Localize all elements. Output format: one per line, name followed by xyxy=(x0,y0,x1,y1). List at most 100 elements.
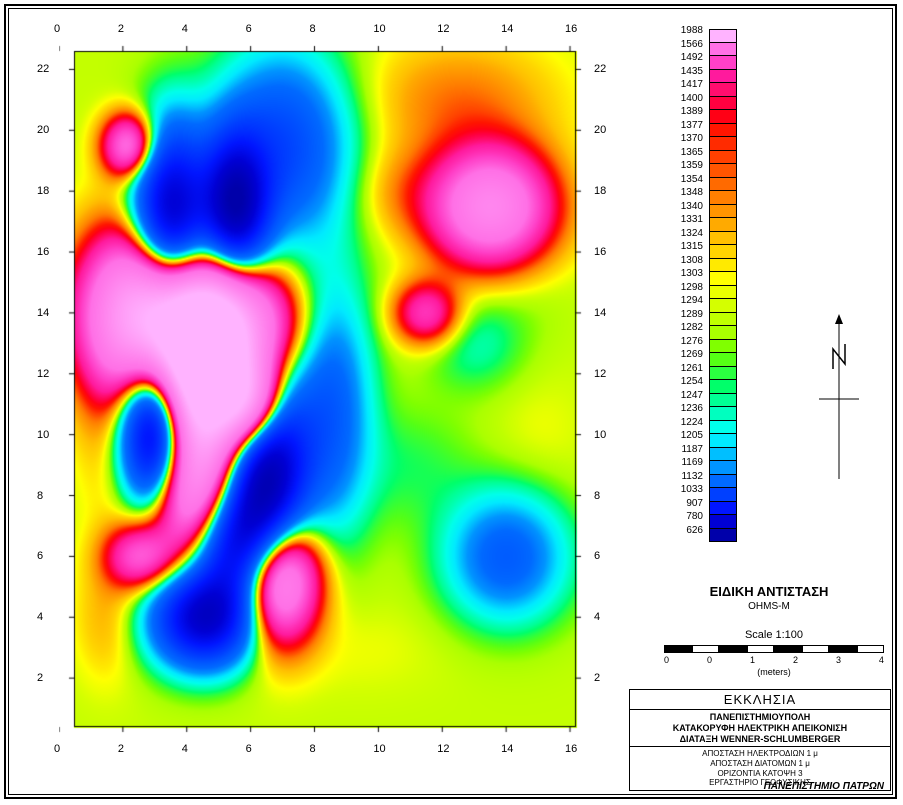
legend-value: 626 xyxy=(686,525,703,536)
scale-labels: 001234 xyxy=(664,655,884,665)
north-arrow-icon xyxy=(809,309,869,489)
y-tick-right: 10 xyxy=(594,429,606,441)
legend-value: 1308 xyxy=(681,255,703,266)
legend-value: 1988 xyxy=(681,25,703,36)
x-tick: 12 xyxy=(437,23,449,35)
y-tick-right: 4 xyxy=(594,611,600,623)
legend-cell xyxy=(709,232,737,246)
legend-cell xyxy=(709,245,737,259)
legend-value: 1033 xyxy=(681,484,703,495)
scale-label: 3 xyxy=(836,655,841,665)
y-tick: 8 xyxy=(37,490,43,502)
legend-cell xyxy=(709,70,737,84)
x-tick: 2 xyxy=(118,743,124,755)
x-tick: 0 xyxy=(54,23,60,35)
y-tick: 4 xyxy=(37,611,43,623)
map-container: 0022446688101012121414161624681012141618… xyxy=(29,19,624,779)
x-tick: 10 xyxy=(373,23,385,35)
y-tick-right: 22 xyxy=(594,63,606,75)
x-tick: 8 xyxy=(310,23,316,35)
heatmap-canvas xyxy=(59,39,586,739)
info-detail-line: ΑΠΟΣΤΑΣΗ ΗΛΕΚΤΡΟΔΙΩΝ 1 μ xyxy=(702,749,818,758)
legend-value: 907 xyxy=(686,498,703,509)
legend-cell xyxy=(709,313,737,327)
legend-cell xyxy=(709,475,737,489)
scale-segment xyxy=(774,645,802,653)
legend-cell xyxy=(709,43,737,57)
y-tick-right: 14 xyxy=(594,307,606,319)
y-tick-right: 20 xyxy=(594,124,606,136)
legend-value: 1294 xyxy=(681,295,703,306)
scale-label: 0 xyxy=(664,655,669,665)
legend-value: 1348 xyxy=(681,187,703,198)
legend-bar xyxy=(709,29,737,542)
heatmap-canvas-wrap xyxy=(59,39,586,739)
legend-cell xyxy=(709,191,737,205)
scale-segment xyxy=(719,645,747,653)
x-tick: 16 xyxy=(565,743,577,755)
y-tick: 22 xyxy=(37,63,49,75)
legend-value: 1289 xyxy=(681,309,703,320)
legend-cell xyxy=(709,515,737,529)
legend-value: 1400 xyxy=(681,93,703,104)
legend-value: 1247 xyxy=(681,390,703,401)
legend-cell xyxy=(709,218,737,232)
legend-value: 1370 xyxy=(681,133,703,144)
scale-label: 2 xyxy=(793,655,798,665)
legend-cell xyxy=(709,326,737,340)
legend-value: 1417 xyxy=(681,79,703,90)
scale-label: 1 xyxy=(750,655,755,665)
y-tick-right: 18 xyxy=(594,185,606,197)
legend-cell xyxy=(709,124,737,138)
legend-cell xyxy=(709,151,737,165)
legend-value: 1261 xyxy=(681,363,703,374)
legend-value: 780 xyxy=(686,511,703,522)
footer-label: ΠΑΝΕΠΙΣΤΗΜΙΟ ΠΑΤΡΩΝ xyxy=(764,781,884,792)
legend-cell xyxy=(709,529,737,543)
legend-cell xyxy=(709,56,737,70)
legend-cell xyxy=(709,286,737,300)
legend-value: 1566 xyxy=(681,39,703,50)
legend-value: 1298 xyxy=(681,282,703,293)
legend-cell xyxy=(709,434,737,448)
legend-cell xyxy=(709,259,737,273)
x-tick: 16 xyxy=(565,23,577,35)
legend-value: 1331 xyxy=(681,214,703,225)
legend-cell xyxy=(709,272,737,286)
info-sub-line: ΔΙΑΤΑΞΗ WENNER-SCHLUMBERGER xyxy=(680,734,841,744)
scale-segment xyxy=(802,645,830,653)
x-tick: 12 xyxy=(437,743,449,755)
legend-cell xyxy=(709,110,737,124)
legend-value: 1435 xyxy=(681,66,703,77)
legend-value: 1276 xyxy=(681,336,703,347)
legend-value: 1340 xyxy=(681,201,703,212)
y-tick-right: 6 xyxy=(594,550,600,562)
scale-label: 4 xyxy=(879,655,884,665)
legend-value: 1132 xyxy=(681,471,703,482)
x-tick: 8 xyxy=(310,743,316,755)
legend-value: 1377 xyxy=(681,120,703,131)
legend-cell xyxy=(709,394,737,408)
legend-value: 1254 xyxy=(681,376,703,387)
y-tick-right: 16 xyxy=(594,246,606,258)
legend-cell xyxy=(709,137,737,151)
outer-frame: 0022446688101012121414161624681012141618… xyxy=(4,4,897,799)
legend-value: 1269 xyxy=(681,349,703,360)
scale-bar-container: Scale 1:100 001234 (meters) xyxy=(649,629,899,677)
x-tick: 0 xyxy=(54,743,60,755)
legend-value: 1354 xyxy=(681,174,703,185)
legend-cell xyxy=(709,178,737,192)
x-tick: 2 xyxy=(118,23,124,35)
scale-segment xyxy=(747,645,775,653)
legend-value: 1205 xyxy=(681,430,703,441)
y-tick-right: 12 xyxy=(594,368,606,380)
legend-value: 1169 xyxy=(681,457,703,468)
legend-cell xyxy=(709,407,737,421)
scale-segment xyxy=(692,645,720,653)
info-sub: ΠΑΝΕΠΙΣΤΗΜΙΟΥΠΟΛΗΚΑΤΑΚΟΡΥΦΗ ΗΛΕΚΤΡΙΚΗ ΑΠ… xyxy=(630,710,890,747)
info-sub-line: ΠΑΝΕΠΙΣΤΗΜΙΟΥΠΟΛΗ xyxy=(710,712,810,722)
legend-title: ΕΙΔΙΚΗ ΑΝΤΙΣΤΑΣΗ xyxy=(639,584,899,599)
legend-value: 1224 xyxy=(681,417,703,428)
y-tick: 18 xyxy=(37,185,49,197)
legend-cell xyxy=(709,367,737,381)
